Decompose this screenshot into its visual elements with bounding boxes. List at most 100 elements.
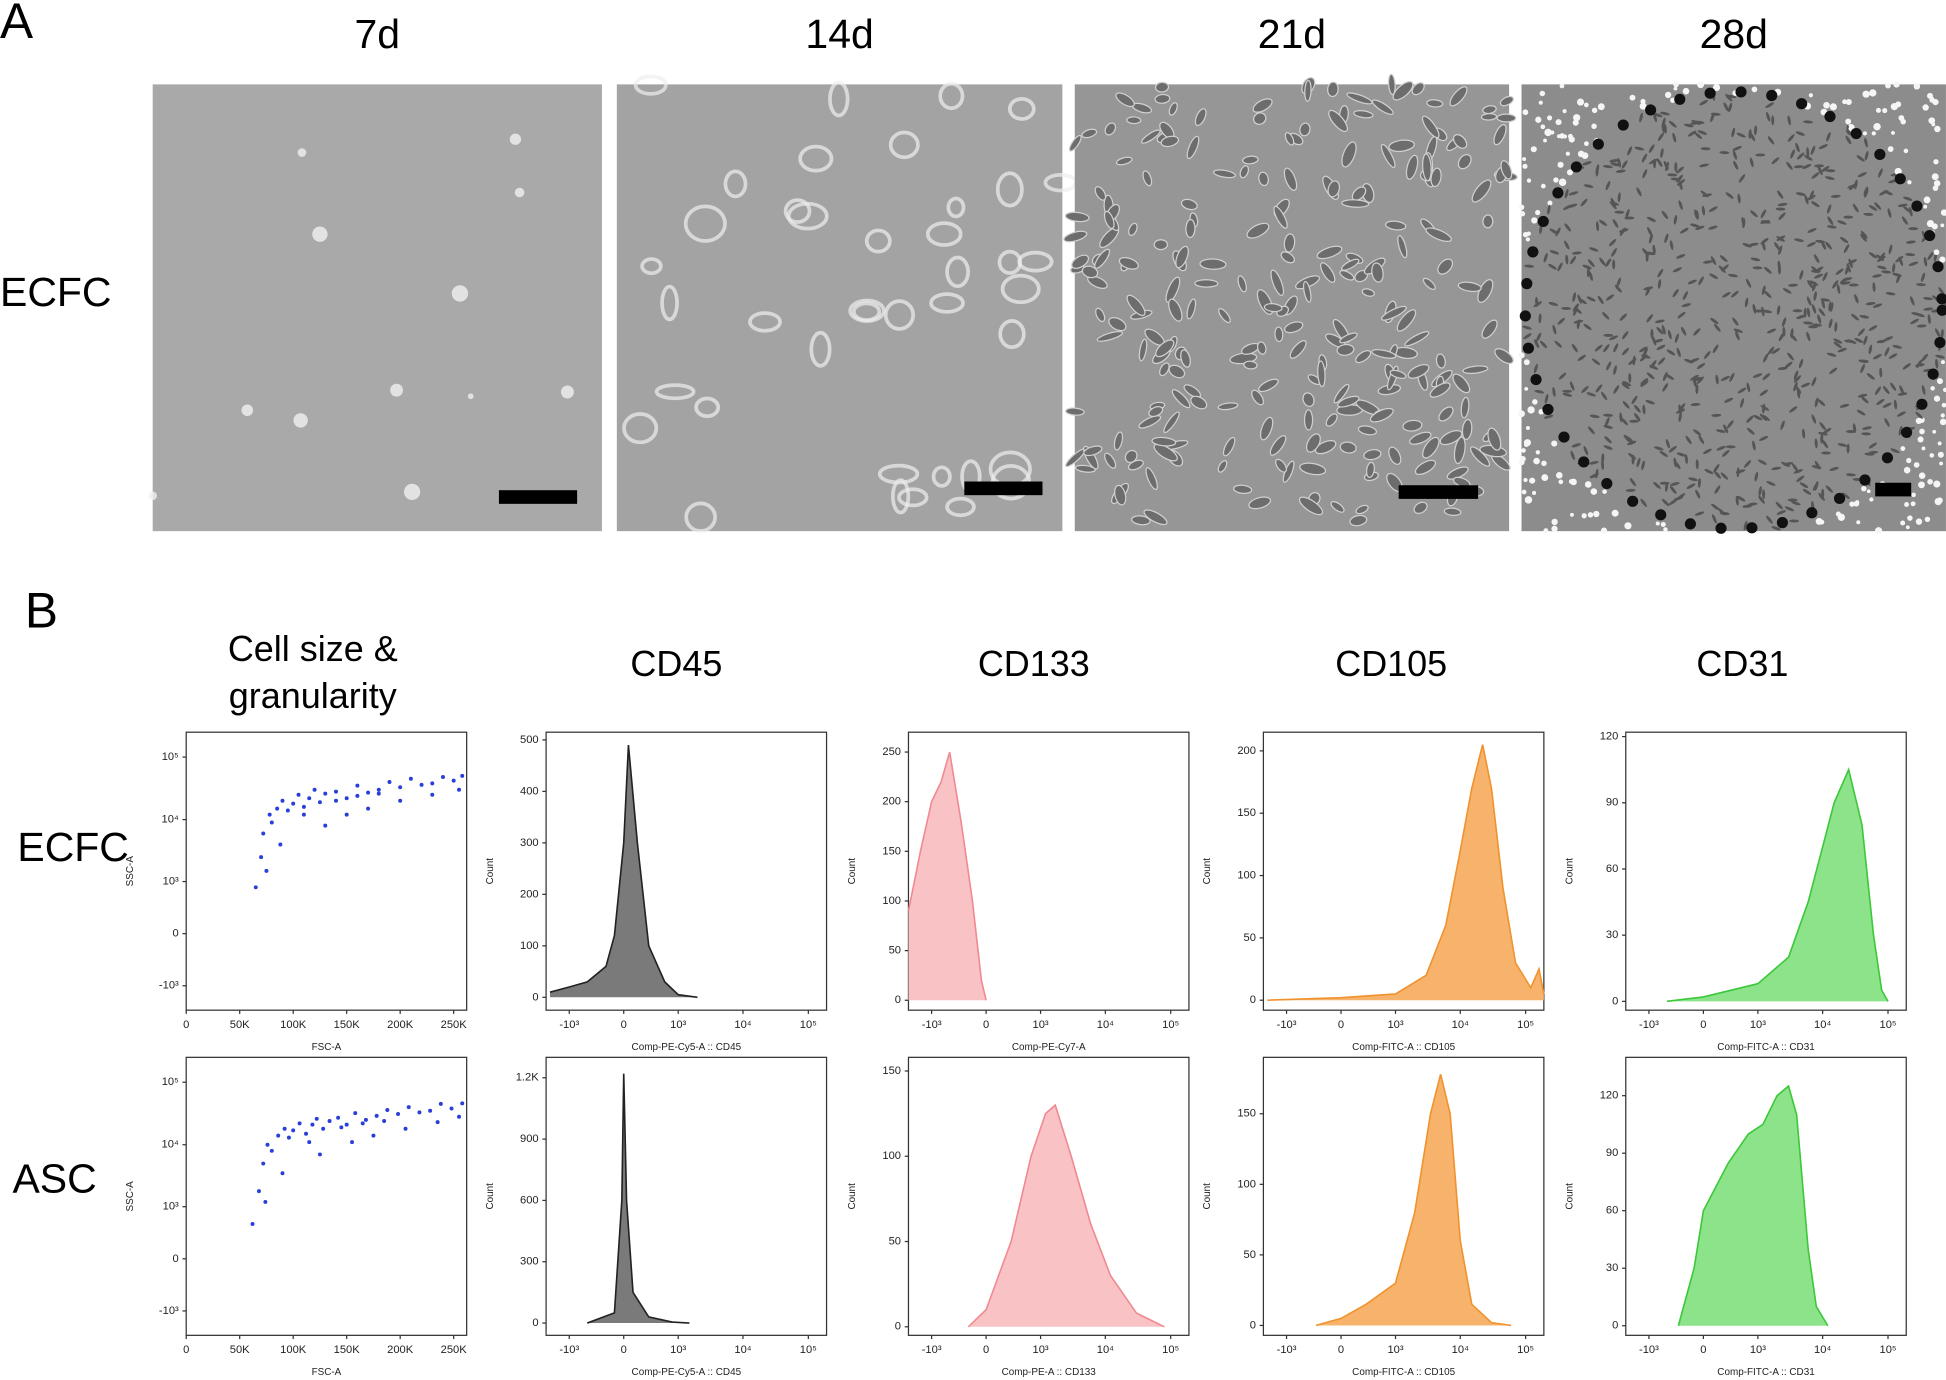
- cell: [1640, 498, 1647, 507]
- cell: [1933, 249, 1940, 256]
- y-tick-label: 150: [1237, 1108, 1256, 1120]
- cell: [1809, 190, 1815, 200]
- cell: [1771, 466, 1782, 471]
- cell: [1673, 496, 1684, 501]
- cell: [1493, 124, 1507, 146]
- y-tick-label: 10⁴: [162, 814, 179, 826]
- cell: [1657, 278, 1662, 289]
- cell: [1471, 179, 1492, 203]
- cell: [1548, 302, 1559, 306]
- cell: [1881, 270, 1892, 274]
- cell: [1661, 324, 1666, 335]
- cell: [1720, 375, 1730, 381]
- colony-outline: [1833, 492, 1846, 505]
- cell: [1564, 240, 1570, 250]
- cell: [1611, 509, 1619, 517]
- event-point: [430, 781, 435, 786]
- cell: [1826, 225, 1837, 229]
- cell: [1811, 266, 1819, 274]
- cell: [1900, 446, 1906, 451]
- cell: [1522, 325, 1532, 330]
- cell: [798, 144, 834, 173]
- cell: [1587, 426, 1595, 435]
- cell: [1525, 237, 1531, 242]
- cell: [1817, 399, 1826, 407]
- cell: [1676, 254, 1686, 259]
- cell: [654, 383, 696, 401]
- cell: [1868, 205, 1878, 211]
- colony-outline: [1894, 173, 1906, 185]
- cell: [1908, 227, 1919, 231]
- cell: [1470, 446, 1491, 467]
- cell: [995, 171, 1024, 208]
- y-tick-label: 0: [173, 1253, 179, 1265]
- cell: [1113, 431, 1124, 451]
- cell: [1541, 474, 1549, 482]
- cell: [1094, 248, 1111, 269]
- cell: [1640, 98, 1646, 105]
- area-fill: [1666, 769, 1889, 1002]
- cell: [1577, 150, 1585, 158]
- cell: [1782, 288, 1792, 294]
- plot-frame: [185, 731, 468, 1011]
- x-axis-title: Comp-PE-Cy5-A :: CD45: [632, 1367, 742, 1378]
- column-header: CD31: [1696, 643, 1788, 684]
- cell: [1898, 115, 1905, 121]
- cell: [1402, 419, 1423, 432]
- cell: [1845, 118, 1852, 125]
- cell: [1824, 176, 1835, 180]
- cell: [1724, 397, 1734, 403]
- x-axis-title: Comp-FITC-A :: CD31: [1717, 1042, 1815, 1053]
- x-tick-label: 50K: [230, 1019, 250, 1031]
- cell: [1422, 277, 1436, 291]
- x-axis-title: Comp-FITC-A :: CD31: [1717, 1367, 1815, 1378]
- histogram-line: [586, 1073, 690, 1324]
- cell: [1857, 172, 1867, 178]
- x-axis-title: Comp-FITC-A :: CD105: [1352, 1367, 1455, 1378]
- cell: [1336, 343, 1355, 356]
- cell: [1628, 358, 1637, 365]
- cell: [1672, 132, 1677, 143]
- cell: [1902, 363, 1911, 370]
- cell: [1714, 470, 1721, 479]
- cell: [1924, 516, 1931, 523]
- cell: [1782, 326, 1786, 337]
- cell: [1887, 146, 1894, 153]
- cell: [1669, 485, 1677, 494]
- cell: [1715, 429, 1726, 433]
- cell: [1636, 457, 1641, 468]
- cell: [1007, 96, 1036, 121]
- cell: [1302, 281, 1312, 303]
- cell: [1923, 204, 1928, 209]
- cell: [1803, 307, 1807, 318]
- cell: [1521, 489, 1527, 495]
- histogram-line: [549, 744, 698, 999]
- cell: [1854, 337, 1864, 343]
- cell: [1738, 174, 1746, 183]
- cell: [1892, 263, 1896, 273]
- cell: [929, 292, 965, 314]
- cell: [1212, 169, 1236, 179]
- y-tick-label: 150: [1237, 807, 1256, 819]
- cell: [1593, 510, 1600, 518]
- cell: [1890, 382, 1897, 391]
- colony-outline: [1558, 431, 1570, 443]
- x-axis-title: Comp-PE-Cy5-A :: CD45: [632, 1042, 742, 1053]
- cell: [1594, 344, 1603, 352]
- x-tick-label: 100K: [280, 1344, 307, 1356]
- cell: [1153, 443, 1178, 462]
- cell: [1941, 402, 1946, 408]
- y-tick-label: 1.2K: [516, 1072, 540, 1084]
- cell: [1745, 278, 1752, 288]
- cell: [1888, 244, 1893, 255]
- cell: [1608, 239, 1617, 247]
- cell: [1845, 473, 1856, 477]
- cell: [1199, 258, 1227, 270]
- x-tick-label: 10⁵: [800, 1344, 817, 1356]
- cell: [1449, 86, 1468, 107]
- cell: [1866, 373, 1875, 380]
- cell: [1817, 314, 1822, 324]
- event-point: [323, 791, 328, 796]
- colony-outline: [1766, 89, 1778, 102]
- cell: [1521, 448, 1526, 453]
